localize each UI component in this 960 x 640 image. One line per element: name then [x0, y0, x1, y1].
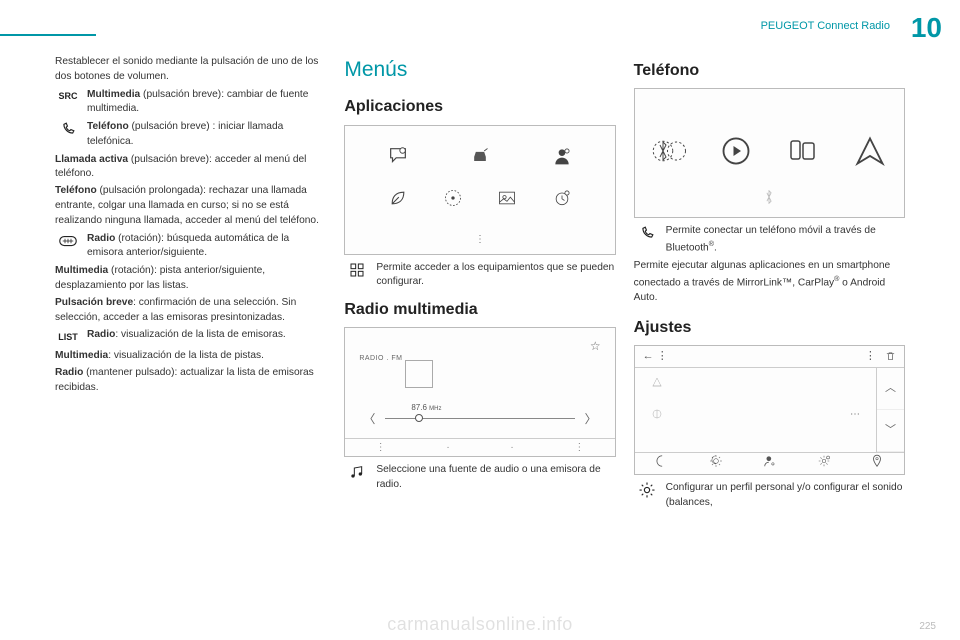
- bluetooth-dual-icon: [649, 131, 689, 171]
- column-middle: Menús Aplicaciones ⋮: [344, 55, 615, 625]
- caption-text: Seleccione una fuente de audio o una emi…: [376, 463, 615, 493]
- vehicle-icon: [468, 144, 492, 168]
- list-item: Teléfono (pulsación breve) : iniciar lla…: [55, 120, 326, 150]
- body-text: Teléfono (pulsación breve) : iniciar lla…: [87, 120, 326, 150]
- fan-icon: [441, 186, 465, 210]
- body-text: Llamada activa (pulsación breve): accede…: [55, 153, 326, 183]
- app-grid: [386, 144, 575, 210]
- heading-ajustes: Ajustes: [634, 316, 905, 339]
- gear-small-icon: [817, 454, 831, 473]
- heading-aplicaciones: Aplicaciones: [344, 95, 615, 118]
- body-text: Radio (mantener pulsado): actualizar la …: [55, 366, 326, 396]
- app-row: [386, 186, 575, 210]
- chapter-number: 10: [911, 12, 942, 44]
- body-text: Restablecer el sonido mediante la pulsac…: [55, 55, 326, 85]
- src-label: SRC: [55, 88, 81, 106]
- body-text: Radio: visualización de la lista de emis…: [87, 328, 326, 343]
- column-left: Restablecer el sonido mediante la pulsac…: [55, 55, 326, 625]
- chevron-up-icon: ︿: [877, 368, 904, 410]
- radio-screenshot: ☆ RADIO . FM 87.6 MHz 〈 〉 ⋮ · · ⋮: [344, 327, 615, 457]
- ajustes-screenshot: ← ⋮ ⋮ ⋯ ︿ ﹀: [634, 345, 905, 475]
- radio-band-label: RADIO . FM: [359, 354, 402, 364]
- nav-arrow-icon: [850, 131, 890, 171]
- leaf-icon: [386, 186, 410, 210]
- star-icon: ☆: [590, 338, 601, 355]
- phones-icon: [783, 131, 823, 171]
- caption-text: Permite acceder a los equipamientos que …: [376, 261, 615, 291]
- list-item: SRC Multimedia (pulsación breve): cambia…: [55, 88, 326, 118]
- body-text: Permite ejecutar algunas aplicaciones en…: [634, 259, 905, 306]
- caption-row: Permite conectar un teléfono móvil a tra…: [634, 224, 905, 256]
- prev-arrow-icon: 〈: [363, 411, 375, 428]
- music-note-icon: [344, 463, 370, 481]
- next-arrow-icon: 〉: [585, 411, 597, 428]
- list-item: LIST Radio: visualización de la lista de…: [55, 328, 326, 346]
- dot-icon: ·: [510, 441, 513, 456]
- person-icon: [550, 144, 574, 168]
- moon-icon: [654, 454, 668, 473]
- pin-icon: [870, 454, 884, 473]
- page-content: Restablecer el sonido mediante la pulsac…: [55, 55, 905, 625]
- more-dots-icon: ⋮: [574, 441, 584, 456]
- radio-footer: ⋮ · · ⋮: [345, 438, 614, 456]
- ajustes-scroll: ︿ ﹀: [876, 368, 904, 452]
- topbar-right: ⋮: [865, 349, 896, 365]
- header-section-title: PEUGEOT Connect Radio: [761, 20, 890, 32]
- phone-icon: [634, 224, 660, 242]
- dot-icon: ·: [446, 441, 449, 456]
- clock-icon: [550, 186, 574, 210]
- tuner-line: [385, 418, 574, 419]
- more-dots-icon: ⋮: [376, 441, 386, 456]
- page-number: 225: [919, 621, 936, 632]
- caption-text: Configurar un perfil personal y/o config…: [666, 481, 905, 511]
- chat-icon: [386, 144, 410, 168]
- caption-row: Permite acceder a los equipamientos que …: [344, 261, 615, 291]
- station-logo-placeholder: [405, 360, 433, 388]
- app-row: [386, 144, 575, 168]
- column-right: Teléfono: [634, 55, 905, 625]
- body-text: Pulsación breve: confirmación de una sel…: [55, 296, 326, 326]
- watermark: carmanualsonline.info: [387, 614, 573, 635]
- body-text: Multimedia (rotación): pista anterior/si…: [55, 264, 326, 294]
- ajustes-bottombar: [635, 452, 904, 474]
- back-icon: ← ⋮: [643, 349, 668, 365]
- telefono-screenshot: [634, 88, 905, 218]
- caption-row: Seleccione una fuente de audio o una emi…: [344, 463, 615, 493]
- list-item: Radio (rotación): búsqueda automática de…: [55, 232, 326, 262]
- radio-frequency: 87.6 MHz: [411, 402, 441, 414]
- person-gear-icon: [763, 454, 777, 473]
- heading-telefono: Teléfono: [634, 59, 905, 82]
- dial-icon: [55, 232, 81, 250]
- brightness-icon: [708, 454, 724, 473]
- chevron-down-icon: ﹀: [877, 410, 904, 452]
- telefono-icon-row: [649, 131, 890, 171]
- body-text: Multimedia: visualización de la lista de…: [55, 349, 326, 364]
- aplicaciones-screenshot: ⋮: [344, 125, 615, 255]
- play-circle-icon: [716, 131, 756, 171]
- ajustes-body: ⋯: [650, 376, 864, 426]
- body-text: Teléfono (pulsación prolongada): rechaza…: [55, 184, 326, 228]
- ajustes-topbar: ← ⋮ ⋮: [635, 346, 904, 368]
- caption-row: Configurar un perfil personal y/o config…: [634, 481, 905, 511]
- caption-text: Permite conectar un teléfono móvil a tra…: [666, 224, 905, 256]
- bluetooth-small-icon: [764, 190, 774, 210]
- body-text: Radio (rotación): búsqueda automática de…: [87, 232, 326, 262]
- grid-icon: [344, 261, 370, 279]
- phone-icon: [55, 120, 81, 138]
- more-dots-icon: ⋮: [475, 233, 485, 248]
- header-accent-line: [0, 34, 96, 36]
- heading-radio-multimedia: Radio multimedia: [344, 298, 615, 321]
- body-text: Multimedia (pulsación breve): cambiar de…: [87, 88, 326, 118]
- gear-icon: [634, 481, 660, 499]
- tuner-dot: [415, 414, 423, 422]
- heading-menus: Menús: [344, 55, 615, 85]
- list-label: LIST: [55, 328, 81, 346]
- photo-icon: [495, 186, 519, 210]
